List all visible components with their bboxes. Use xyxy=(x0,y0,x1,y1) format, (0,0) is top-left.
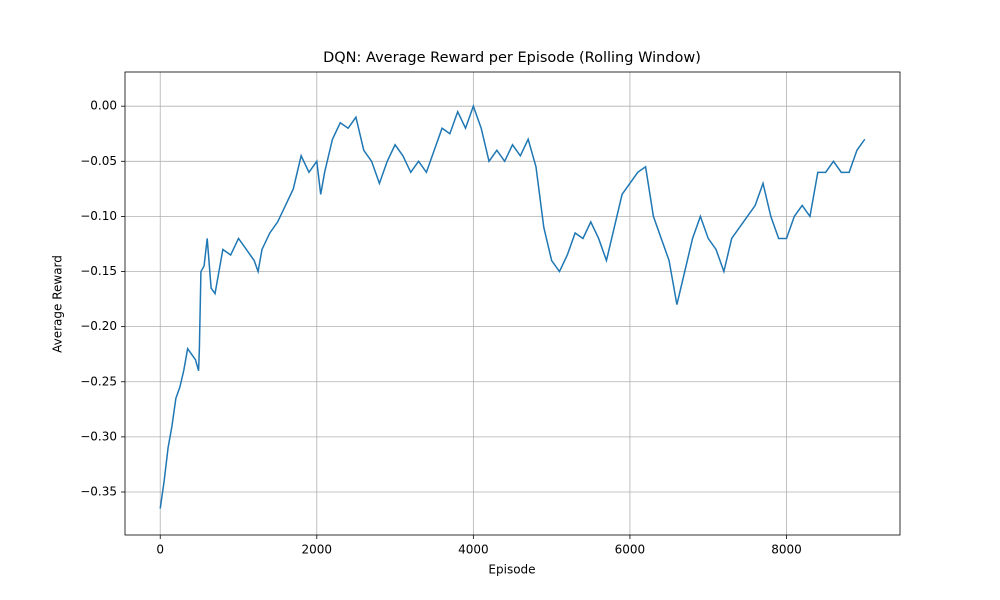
x-tick-label: 0 xyxy=(156,543,164,557)
y-tick-label: −0.35 xyxy=(80,485,117,499)
y-tick-label: −0.05 xyxy=(80,154,117,168)
y-tick-label: −0.30 xyxy=(80,429,117,443)
y-tick-label: −0.20 xyxy=(80,319,117,333)
x-axis-label: Episode xyxy=(488,563,535,577)
y-tick-label: −0.15 xyxy=(80,264,117,278)
plot-frame xyxy=(124,71,901,536)
x-tick-label: 4000 xyxy=(458,543,489,557)
y-tick-label: −0.25 xyxy=(80,374,117,388)
x-tick-label: 2000 xyxy=(302,543,333,557)
y-tick-label: 0.00 xyxy=(90,99,117,113)
x-tick-label: 6000 xyxy=(615,543,646,557)
y-axis-label: Average Reward xyxy=(51,255,65,353)
data-line xyxy=(159,103,866,509)
x-tick-label: 8000 xyxy=(771,543,802,557)
y-tick-label: −0.10 xyxy=(80,209,117,223)
chart-title: DQN: Average Reward per Episode (Rolling… xyxy=(323,50,701,66)
